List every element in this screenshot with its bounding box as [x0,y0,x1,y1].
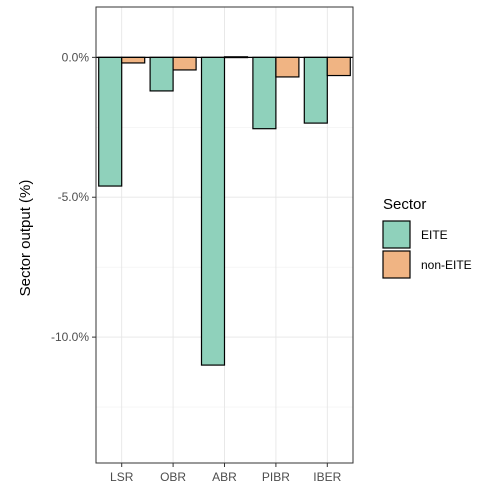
bars [98,56,351,366]
x-tick-label: LSR [110,470,134,484]
y-axis: 0.0% -5.0% -10.0% [51,50,96,344]
bar-non-eite-obr [172,56,197,71]
x-tick-label: ABR [212,470,237,484]
legend-title: Sector [383,196,426,213]
y-axis-title: Sector output (%) [17,180,34,297]
x-tick-label: OBR [160,470,186,484]
bar-eite-lsr [98,56,123,187]
bar-non-eite-iber [326,56,351,77]
legend-items: EITE non-EITE [382,220,472,279]
y-tick-label: 0.0% [62,50,90,64]
bar-eite-iber [303,56,328,124]
legend-label-eite: EITE [421,228,448,242]
bar-eite-pibr [252,56,277,130]
bar-non-eite-pibr [275,56,300,78]
x-tick-label: IBER [313,470,341,484]
legend-label-non-eite: non-EITE [421,258,472,272]
legend-swatch-eite [382,220,411,249]
bar-eite-abr [200,56,226,366]
bar-non-eite-lsr [121,56,146,64]
bar-eite-obr [149,56,174,92]
x-tick-label: PIBR [262,470,290,484]
y-tick-label: -10.0% [51,330,89,344]
legend: Sector EITE non-EITE [382,196,472,279]
x-axis: LSR OBR ABR PIBR IBER [110,463,342,484]
legend-swatch-non-eite [382,250,411,279]
y-tick-label: -5.0% [58,190,90,204]
